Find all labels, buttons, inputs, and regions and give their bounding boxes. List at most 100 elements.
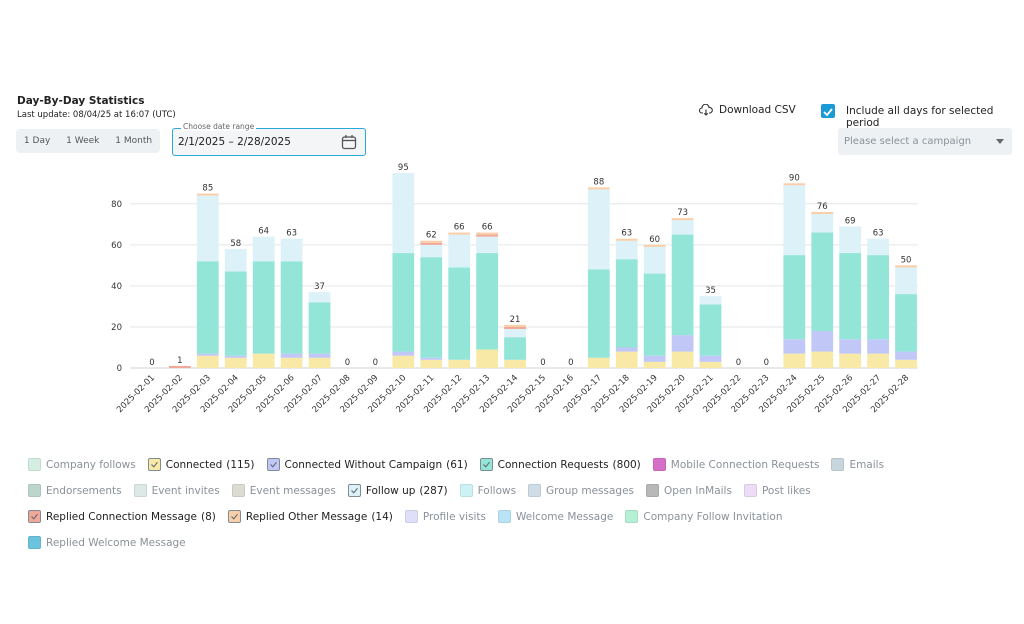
campaign-select[interactable]: Please select a campaign xyxy=(838,128,1012,155)
bar-segment xyxy=(448,267,471,360)
bar-segment xyxy=(224,248,247,272)
range-buttons: 1 Day 1 Week 1 Month xyxy=(16,129,160,153)
legend-label: Mobile Connection Requests xyxy=(670,458,820,471)
total-label: 0 xyxy=(149,358,154,368)
legend-item[interactable]: Follows xyxy=(459,482,517,499)
legend: Company follows Connected (115) Connected W… xyxy=(28,456,928,551)
legend-swatch xyxy=(28,458,41,471)
legend-swatch xyxy=(231,484,245,497)
bar-segment xyxy=(783,339,806,354)
cloud-icon xyxy=(699,104,713,116)
bar-segment xyxy=(392,253,415,352)
bar-segment xyxy=(280,238,303,262)
legend-item[interactable]: Mobile Connection Requests xyxy=(652,456,820,473)
bar-segment xyxy=(196,353,219,356)
bar-segment xyxy=(476,232,498,235)
legend-item[interactable]: Connection Requests (800) xyxy=(479,456,641,473)
range-button[interactable]: 1 Week xyxy=(66,136,100,146)
legend-item[interactable]: Group messages xyxy=(528,482,634,499)
bar-segment xyxy=(783,255,806,340)
legend-swatch xyxy=(147,458,161,471)
total-label: 63 xyxy=(873,229,884,239)
legend-item[interactable]: Endorsements xyxy=(28,482,122,499)
bar-segment xyxy=(252,236,275,262)
legend-check xyxy=(231,513,238,520)
bar-segment xyxy=(169,365,191,368)
bar-segment xyxy=(699,304,722,356)
bar-segment xyxy=(280,357,303,368)
total-label: 0 xyxy=(736,358,741,368)
date-range-value: 2/1/2025 – 2/28/2025 xyxy=(178,136,291,148)
bar-segment xyxy=(504,359,526,368)
legend-check xyxy=(31,513,38,520)
y-tick-label: 80 xyxy=(111,200,122,210)
legend-item[interactable]: Follow up (287) xyxy=(347,482,448,499)
legend-item[interactable]: Welcome Message xyxy=(497,508,613,525)
legend-item[interactable]: Emails xyxy=(831,456,884,473)
bar-segment xyxy=(476,234,498,237)
legend-item[interactable]: Event invites xyxy=(133,482,220,499)
checkbox[interactable] xyxy=(821,104,835,118)
legend-label: Event messages xyxy=(249,484,336,497)
legend-label: Replied Welcome Message xyxy=(46,536,186,549)
bar-segment xyxy=(392,355,415,368)
bar-segment xyxy=(196,261,219,354)
bar-segment xyxy=(420,357,443,360)
total-label: 0 xyxy=(568,358,573,368)
bar-segment xyxy=(811,232,834,332)
legend-item[interactable]: Replied Connection Message (8) xyxy=(28,508,216,525)
legend-count: (287) xyxy=(419,484,448,497)
download-label: Download CSV xyxy=(719,104,796,116)
legend-item[interactable]: Company follows xyxy=(28,456,136,473)
legend-swatch xyxy=(528,484,542,497)
legend-item[interactable]: Company Follow Invitation xyxy=(625,508,782,525)
legend-swatch xyxy=(28,484,41,497)
legend-swatch xyxy=(646,484,660,497)
total-label: 1 xyxy=(177,356,182,366)
legend-swatch xyxy=(266,458,280,471)
dropdown-arrow xyxy=(996,139,1004,144)
total-label: 69 xyxy=(845,216,856,226)
legend-swatch xyxy=(227,510,241,523)
legend-swatch xyxy=(459,484,473,497)
bar-segment xyxy=(392,173,415,254)
range-button[interactable]: 1 Day xyxy=(23,136,51,146)
legend-item[interactable]: Profile visits xyxy=(404,508,486,525)
bar-segment xyxy=(671,234,694,336)
bar-segment xyxy=(839,253,862,340)
legend-label: Follows xyxy=(477,484,517,497)
download-csv[interactable]: Download CSV xyxy=(699,104,796,116)
bar-segment xyxy=(448,232,471,235)
legend-swatch xyxy=(28,510,41,523)
legend-count: (14) xyxy=(371,510,393,523)
legend-swatch xyxy=(625,510,639,523)
legend-label: Open InMails xyxy=(664,484,732,497)
bar-segment xyxy=(895,267,917,295)
checkbox-label: Include all days for selected period xyxy=(846,105,994,129)
legend-item[interactable]: Connected (115) xyxy=(147,456,255,473)
legend-item[interactable]: Connected Without Campaign (61) xyxy=(266,456,468,473)
range-button[interactable]: 1 Month xyxy=(115,136,153,146)
total-label: 73 xyxy=(677,208,688,218)
legend-item[interactable]: Replied Welcome Message xyxy=(28,534,186,551)
bar-segment xyxy=(811,212,834,215)
date-range-input[interactable]: Choose date range 2/1/2025 – 2/28/2025 xyxy=(172,122,366,156)
legend-swatch xyxy=(133,484,147,497)
legend-label: Post likes xyxy=(761,484,811,497)
bar-segment xyxy=(615,351,638,368)
legend-check xyxy=(350,487,358,494)
total-label: 50 xyxy=(901,255,912,265)
bar-segment xyxy=(867,255,889,340)
calendar-icon[interactable] xyxy=(341,134,357,150)
legend-item[interactable]: Replied Other Message (14) xyxy=(227,508,393,525)
legend-item[interactable]: Open InMails xyxy=(646,482,732,499)
bar-segment xyxy=(671,218,694,221)
total-label: 64 xyxy=(258,227,269,237)
bar-segment xyxy=(196,355,219,368)
legend-item[interactable]: Post likes xyxy=(743,482,811,499)
legend-item[interactable]: Event messages xyxy=(231,482,336,499)
total-label: 0 xyxy=(345,358,350,368)
bar-segment xyxy=(476,349,498,368)
legend-swatch xyxy=(404,510,418,523)
